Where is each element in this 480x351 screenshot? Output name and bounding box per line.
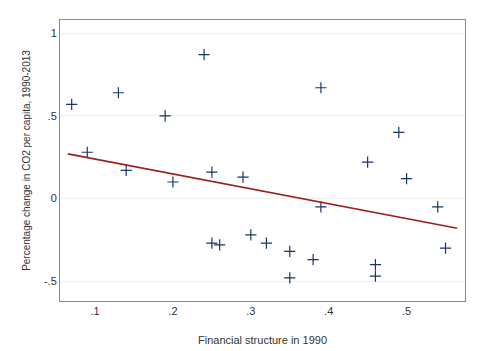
svg-text:.4: .4 — [324, 305, 333, 317]
svg-text:.2: .2 — [168, 305, 177, 317]
svg-text:.3: .3 — [246, 305, 255, 317]
svg-text:Financial structure in 1990: Financial structure in 1990 — [198, 334, 327, 346]
svg-text:Percentage change in CO2 per c: Percentage change in CO2 per capita, 199… — [21, 50, 32, 271]
svg-text:.5: .5 — [48, 110, 57, 122]
svg-text:.5: .5 — [402, 305, 411, 317]
svg-text:0: 0 — [51, 192, 57, 204]
svg-text:-.5: -.5 — [44, 275, 57, 287]
svg-text:.1: .1 — [90, 305, 99, 317]
svg-text:1: 1 — [51, 27, 57, 39]
